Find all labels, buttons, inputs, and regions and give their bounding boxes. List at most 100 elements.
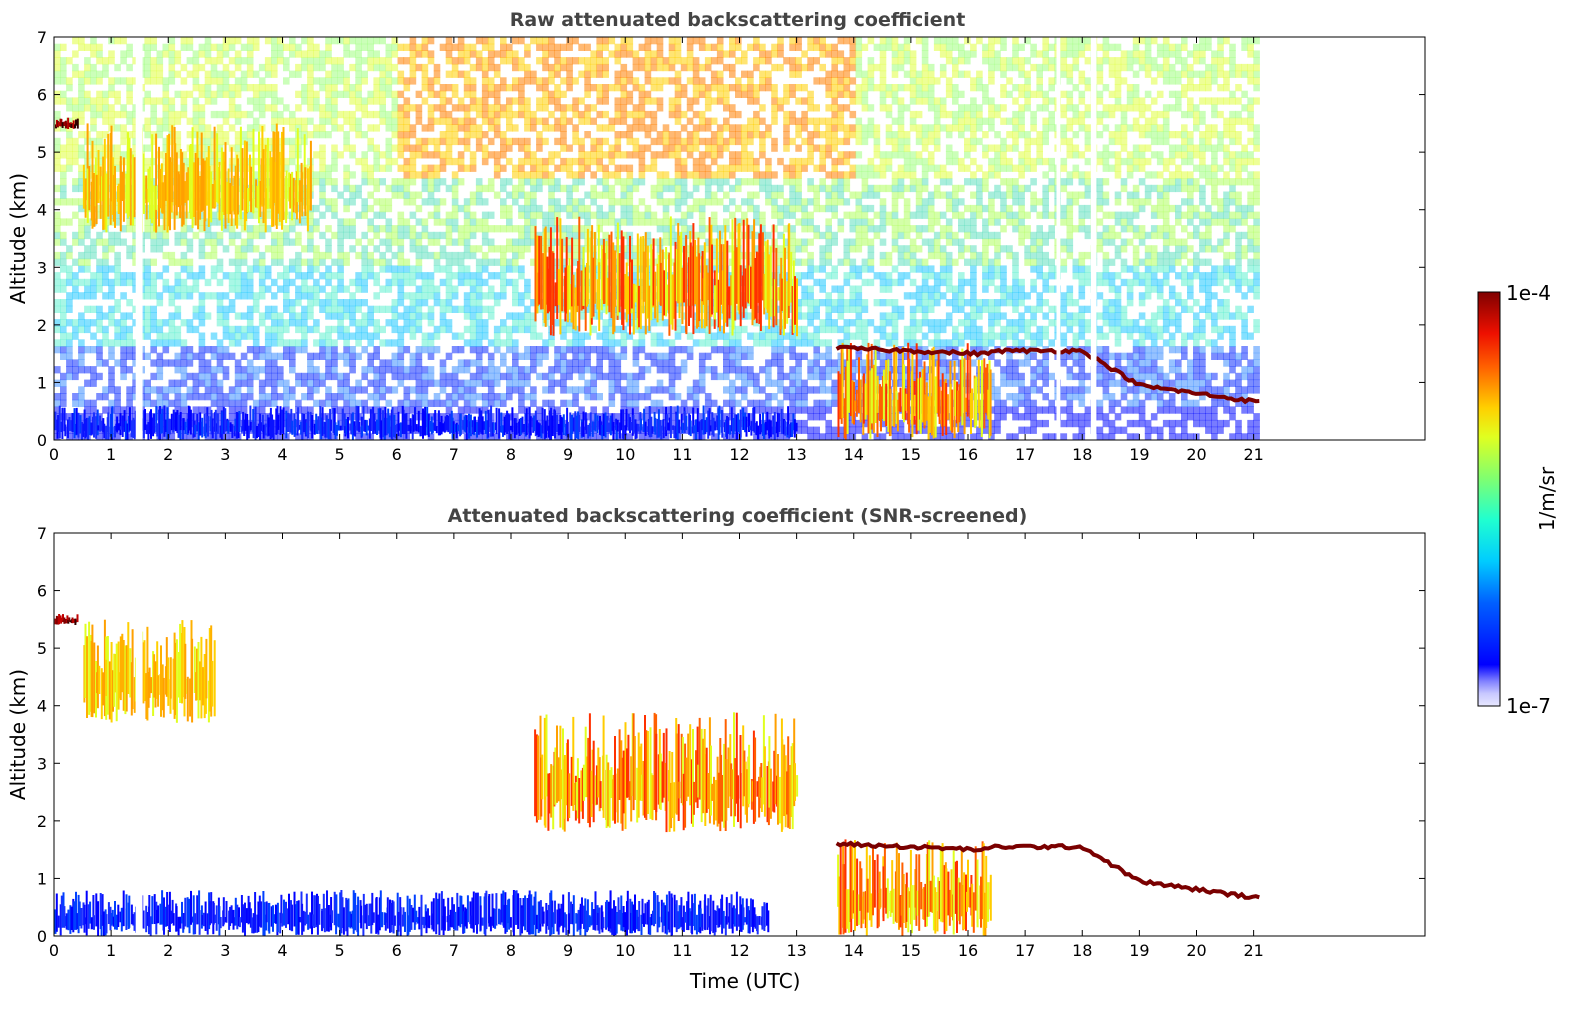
noise-cell bbox=[994, 245, 1001, 253]
noise-cell bbox=[807, 265, 814, 273]
noise-cell bbox=[506, 245, 513, 253]
noise-cell bbox=[481, 346, 489, 354]
noise-cell bbox=[1006, 325, 1013, 334]
noise-cell bbox=[1120, 352, 1128, 360]
noise-cell bbox=[246, 319, 254, 327]
noise-cell bbox=[915, 366, 923, 374]
noise-cell bbox=[1126, 372, 1134, 381]
noise-cell bbox=[1000, 292, 1007, 300]
noise-cell bbox=[108, 346, 115, 354]
noise-cell bbox=[415, 265, 423, 273]
noise-cell bbox=[1175, 272, 1182, 280]
noise-cell bbox=[469, 399, 477, 407]
noise-cell bbox=[1024, 211, 1031, 219]
noise-cell bbox=[54, 198, 61, 206]
noise-cell bbox=[891, 433, 899, 440]
noise-cell bbox=[1175, 379, 1182, 387]
noise-cell bbox=[54, 278, 61, 287]
noise-cell bbox=[777, 231, 784, 240]
noise-cell bbox=[1162, 325, 1170, 334]
noise-cell bbox=[319, 258, 326, 266]
noise-cell bbox=[1253, 245, 1260, 253]
noise-cell bbox=[1072, 393, 1080, 401]
noise-cell bbox=[156, 339, 164, 347]
noise-cell bbox=[1018, 319, 1025, 327]
noise-cell bbox=[433, 184, 441, 193]
noise-cell bbox=[801, 393, 808, 401]
noise-cell bbox=[433, 178, 441, 186]
noise-cell bbox=[120, 352, 127, 360]
noise-cell bbox=[1187, 305, 1194, 313]
noise-cell bbox=[421, 184, 429, 193]
noise-cell bbox=[415, 372, 423, 381]
noise-cell bbox=[819, 231, 826, 240]
noise-cell bbox=[1253, 238, 1260, 246]
noise-cell bbox=[355, 211, 362, 219]
noise-cell bbox=[174, 305, 182, 313]
noise-cell bbox=[1138, 346, 1146, 354]
noise-cell bbox=[264, 312, 272, 320]
noise-cell bbox=[1108, 372, 1116, 381]
noise-cell bbox=[873, 231, 881, 240]
noise-cell bbox=[524, 292, 531, 300]
noise-cell bbox=[855, 419, 863, 428]
noise-cell bbox=[1018, 386, 1025, 394]
noise-cell bbox=[753, 379, 760, 387]
noise-cell bbox=[554, 178, 561, 186]
noise-cell bbox=[789, 225, 796, 233]
noise-cell bbox=[879, 299, 887, 307]
noise-cell bbox=[970, 292, 977, 300]
noise-cell bbox=[704, 319, 712, 327]
noise-cell bbox=[1181, 245, 1188, 253]
heatmap-cells bbox=[54, 37, 1260, 440]
noise-cell bbox=[1012, 251, 1019, 260]
noise-cell bbox=[945, 366, 953, 374]
noise-cell bbox=[180, 231, 188, 240]
noise-cell bbox=[1193, 386, 1200, 394]
noise-cell bbox=[1108, 211, 1116, 219]
noise-cell bbox=[921, 272, 929, 280]
noise-cell bbox=[373, 278, 380, 287]
noise-cell bbox=[1108, 278, 1116, 287]
noise-cell bbox=[264, 399, 272, 407]
noise-cell bbox=[1114, 198, 1122, 206]
noise-cell bbox=[469, 406, 477, 414]
noise-cell bbox=[1156, 191, 1164, 199]
noise-cell bbox=[759, 325, 766, 334]
noise-cell bbox=[903, 251, 911, 260]
noise-cell bbox=[108, 366, 115, 374]
noise-cell bbox=[1144, 198, 1152, 206]
noise-cell bbox=[1241, 231, 1248, 240]
noise-cell bbox=[530, 399, 537, 407]
noise-cell bbox=[548, 372, 555, 381]
noise-cell bbox=[415, 359, 423, 367]
noise-cell bbox=[1235, 258, 1242, 266]
noise-cell bbox=[536, 178, 543, 186]
noise-cell bbox=[1181, 419, 1188, 428]
noise-cell bbox=[409, 278, 417, 287]
noise-cell bbox=[216, 419, 224, 428]
noise-cell bbox=[1096, 198, 1104, 206]
noise-cell bbox=[614, 218, 622, 226]
noise-cell bbox=[1036, 305, 1043, 313]
noise-cell bbox=[1114, 299, 1122, 307]
noise-cell bbox=[415, 399, 423, 407]
noise-cell bbox=[1078, 413, 1086, 421]
noise-cell bbox=[421, 366, 429, 374]
noise-cell bbox=[879, 238, 887, 246]
noise-cell bbox=[361, 198, 368, 206]
noise-cell bbox=[463, 211, 471, 219]
noise-cell bbox=[952, 352, 959, 360]
noise-cell bbox=[102, 292, 109, 300]
noise-cell bbox=[632, 359, 640, 367]
noise-cell bbox=[1078, 399, 1086, 407]
noise-cell bbox=[391, 278, 399, 287]
noise-cell bbox=[210, 386, 218, 394]
noise-cell bbox=[825, 312, 832, 320]
noise-cell bbox=[1205, 292, 1212, 300]
noise-cell bbox=[1241, 352, 1248, 360]
noise-cell bbox=[982, 184, 989, 193]
noise-cell bbox=[729, 211, 736, 219]
noise-cell bbox=[873, 272, 881, 280]
noise-cell bbox=[632, 386, 640, 394]
